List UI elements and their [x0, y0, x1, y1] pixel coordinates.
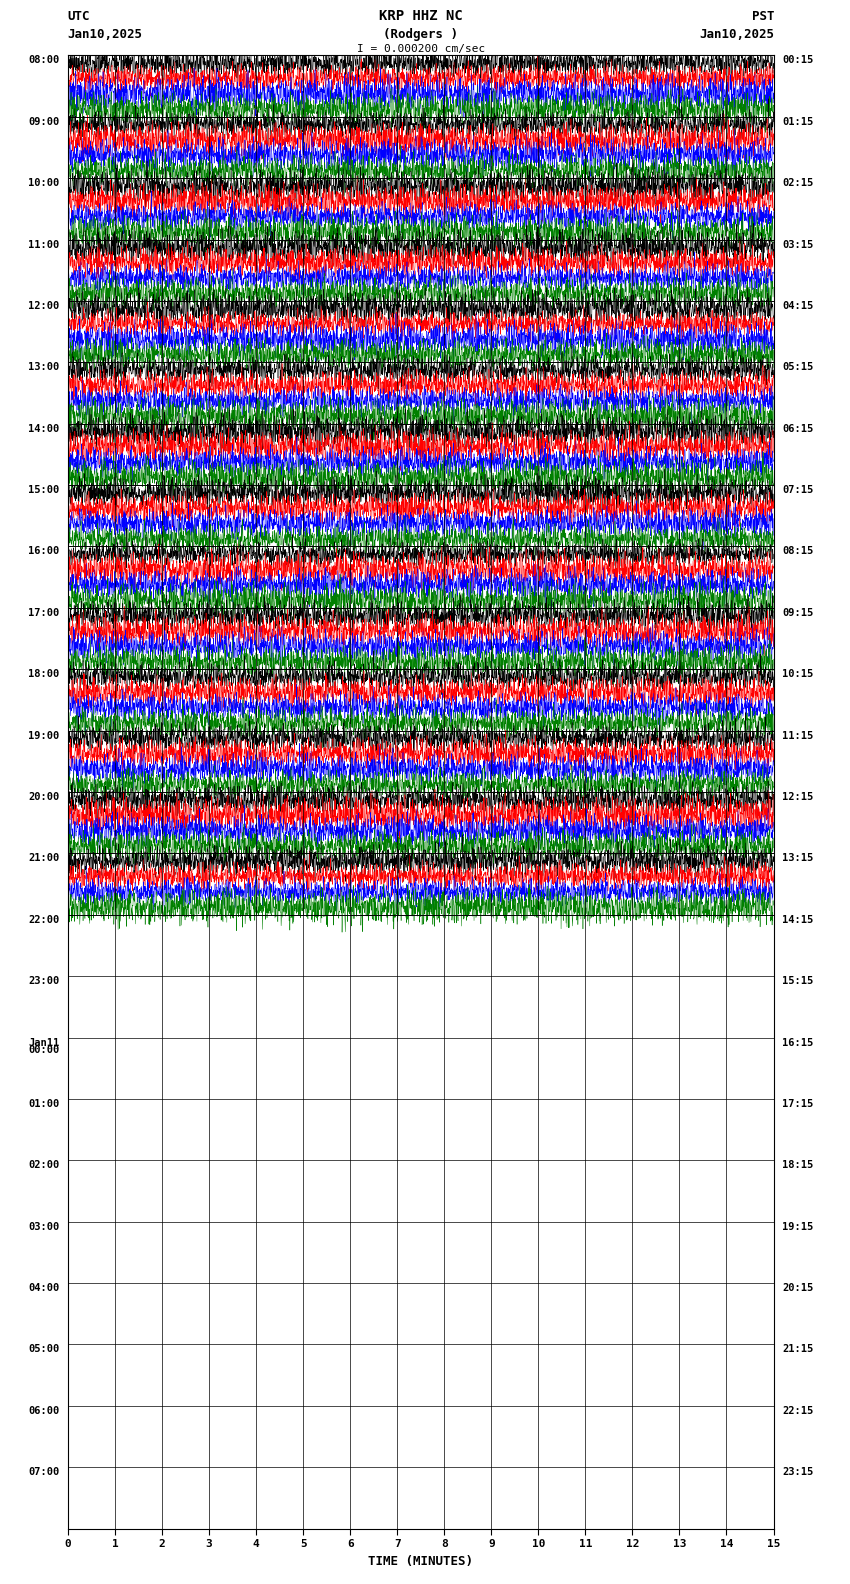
Text: 08:15: 08:15: [782, 546, 813, 556]
Text: 00:15: 00:15: [782, 55, 813, 65]
Text: 21:00: 21:00: [28, 854, 60, 863]
Text: 14:15: 14:15: [782, 914, 813, 925]
Text: 01:15: 01:15: [782, 117, 813, 127]
Text: 22:15: 22:15: [782, 1407, 813, 1416]
Text: 10:15: 10:15: [782, 668, 813, 680]
Text: 04:00: 04:00: [28, 1283, 60, 1293]
Text: 03:15: 03:15: [782, 239, 813, 250]
Text: Jan10,2025: Jan10,2025: [67, 27, 142, 41]
Text: PST: PST: [751, 10, 774, 24]
Text: 17:00: 17:00: [28, 608, 60, 618]
Text: 09:15: 09:15: [782, 608, 813, 618]
Text: 02:00: 02:00: [28, 1159, 60, 1171]
Text: 05:15: 05:15: [782, 363, 813, 372]
Text: 16:15: 16:15: [782, 1038, 813, 1047]
Text: 23:15: 23:15: [782, 1467, 813, 1478]
Text: 13:15: 13:15: [782, 854, 813, 863]
Text: 17:15: 17:15: [782, 1099, 813, 1109]
Text: 10:00: 10:00: [28, 177, 60, 188]
Text: 15:15: 15:15: [782, 976, 813, 987]
Text: Jan11: Jan11: [28, 1038, 60, 1047]
Text: 07:15: 07:15: [782, 485, 813, 496]
Text: 05:00: 05:00: [28, 1345, 60, 1354]
Text: 02:15: 02:15: [782, 177, 813, 188]
Text: 12:00: 12:00: [28, 301, 60, 310]
Text: 23:00: 23:00: [28, 976, 60, 987]
Text: 09:00: 09:00: [28, 117, 60, 127]
Text: UTC: UTC: [67, 10, 90, 24]
Text: KRP HHZ NC: KRP HHZ NC: [379, 10, 462, 24]
Text: 19:15: 19:15: [782, 1221, 813, 1232]
Text: 11:00: 11:00: [28, 239, 60, 250]
Text: 20:00: 20:00: [28, 792, 60, 802]
Text: I = 0.000200 cm/sec: I = 0.000200 cm/sec: [357, 44, 484, 54]
Text: 06:15: 06:15: [782, 423, 813, 434]
Text: (Rodgers ): (Rodgers ): [383, 27, 458, 41]
Text: 14:00: 14:00: [28, 423, 60, 434]
Text: 06:00: 06:00: [28, 1407, 60, 1416]
Text: 04:15: 04:15: [782, 301, 813, 310]
Text: 20:15: 20:15: [782, 1283, 813, 1293]
Text: 15:00: 15:00: [28, 485, 60, 496]
Text: 11:15: 11:15: [782, 730, 813, 741]
Text: 03:00: 03:00: [28, 1221, 60, 1232]
Text: 13:00: 13:00: [28, 363, 60, 372]
Text: 18:15: 18:15: [782, 1159, 813, 1171]
Text: 01:00: 01:00: [28, 1099, 60, 1109]
Text: 18:00: 18:00: [28, 668, 60, 680]
Text: 16:00: 16:00: [28, 546, 60, 556]
Text: 00:00: 00:00: [28, 1045, 60, 1055]
Text: 22:00: 22:00: [28, 914, 60, 925]
Text: 12:15: 12:15: [782, 792, 813, 802]
Text: 19:00: 19:00: [28, 730, 60, 741]
Text: 07:00: 07:00: [28, 1467, 60, 1478]
X-axis label: TIME (MINUTES): TIME (MINUTES): [368, 1554, 473, 1568]
Text: 21:15: 21:15: [782, 1345, 813, 1354]
Text: 08:00: 08:00: [28, 55, 60, 65]
Text: Jan10,2025: Jan10,2025: [700, 27, 774, 41]
